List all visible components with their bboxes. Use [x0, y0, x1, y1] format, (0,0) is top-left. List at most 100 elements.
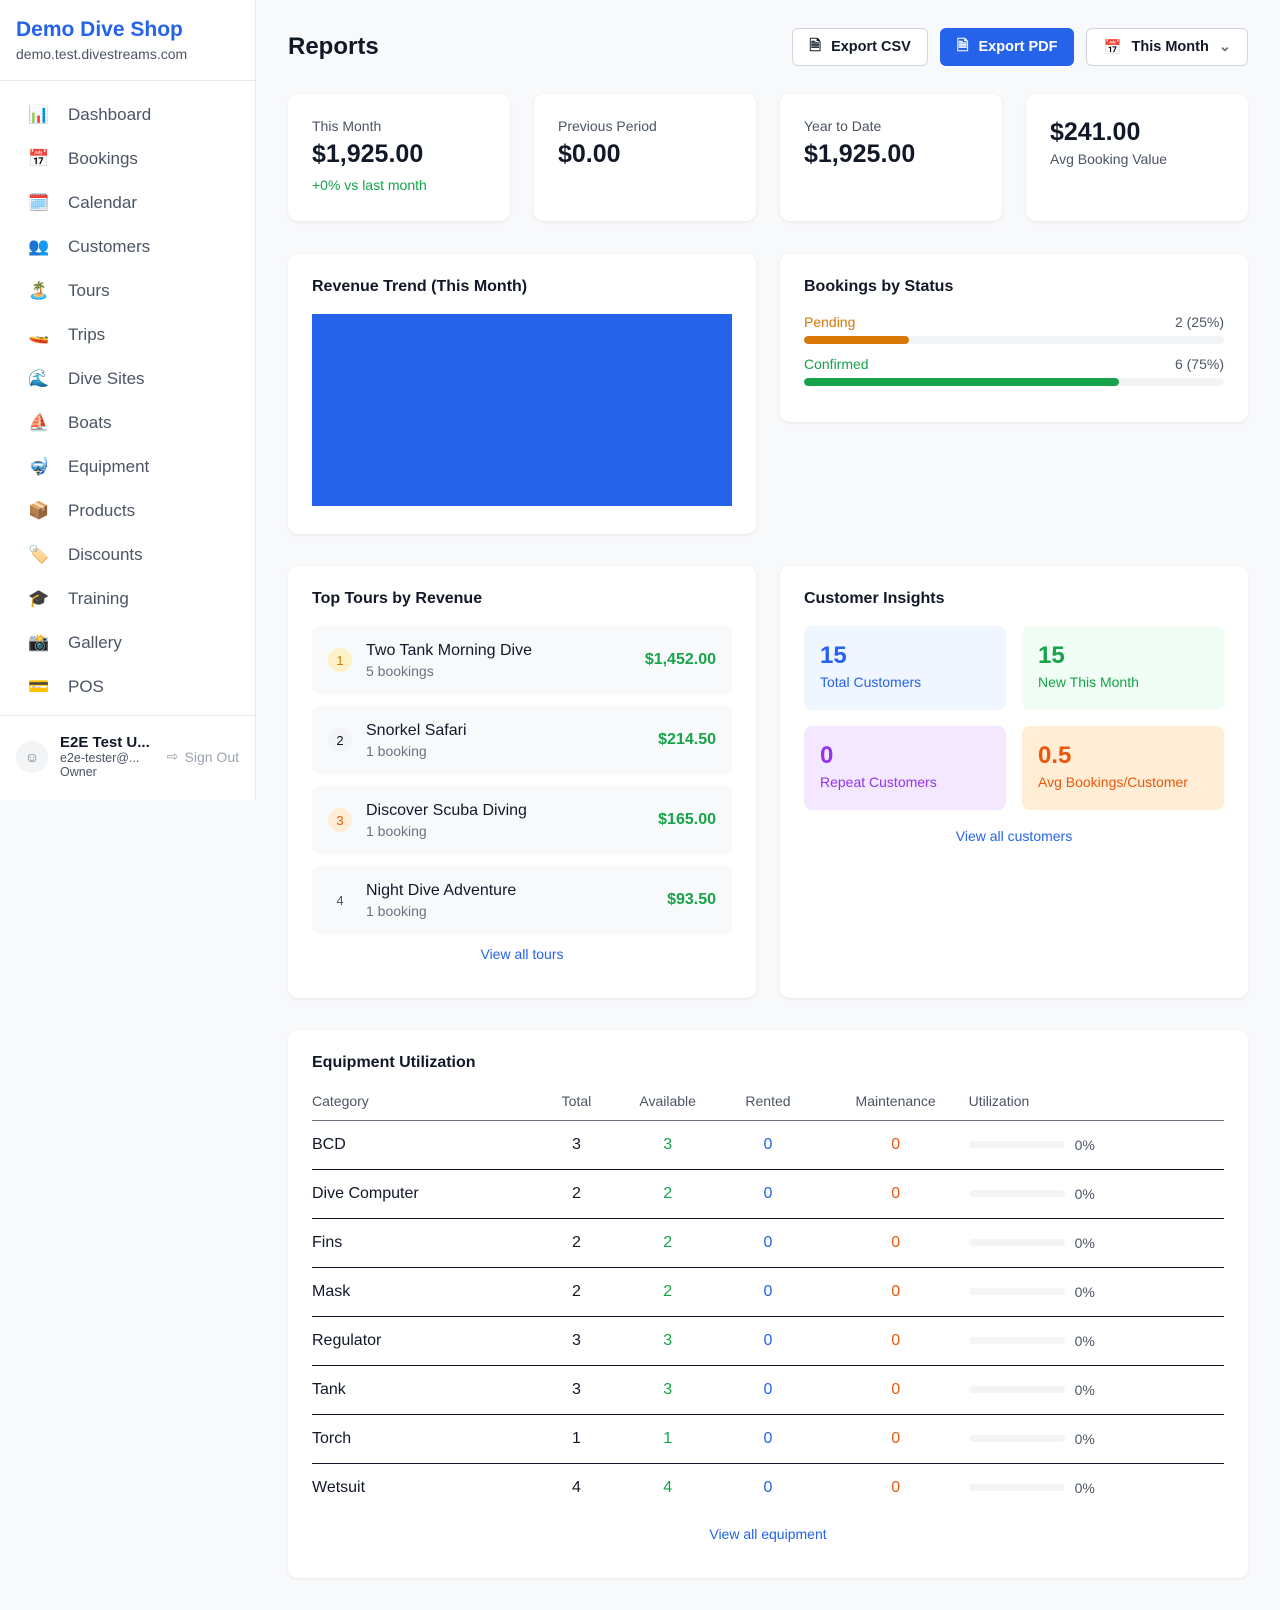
sidebar-item-customers[interactable]: 👥 Customers — [16, 225, 239, 269]
column-header: Total — [530, 1082, 623, 1121]
sidebar-item-equipment[interactable]: 🤿 Equipment — [16, 445, 239, 489]
utilization-bar — [968, 1287, 1065, 1295]
sign-out-icon: ⇨ — [166, 748, 179, 764]
view-all-customers-link[interactable]: View all customers — [955, 828, 1073, 844]
sidebar-item-pos[interactable]: 💳 POS — [16, 665, 239, 709]
tour-list-item[interactable]: 1 Two Tank Morning Dive 5 bookings $1,452.0… — [312, 626, 732, 694]
sidebar-item-dive-sites[interactable]: 🌊 Dive Sites — [16, 357, 239, 401]
tour-list-item[interactable]: 3 Discover Scuba Diving 1 booking $165.00 — [312, 786, 732, 854]
bookings-icon: 📅 — [28, 149, 50, 168]
cell-total: 2 — [530, 1267, 623, 1317]
cell-maintenance: 0 — [822, 1267, 969, 1317]
sidebar-item-label: Products — [68, 501, 136, 520]
tour-bookings: 5 bookings — [366, 662, 434, 679]
cell-category: Fins — [312, 1218, 531, 1268]
table-row: Wetsuit 4 4 0 0 0% — [312, 1463, 1224, 1512]
sidebar-item-label: Dive Sites — [68, 369, 145, 388]
sidebar-item-label: Calendar — [68, 193, 137, 212]
utilization-bar — [968, 1385, 1065, 1393]
main-content: Reports 🗎 Export CSV 🗎 Export PDF 📅 This Mo… — [288, 0, 1248, 1578]
insight-label: Repeat Customers — [820, 774, 937, 790]
cell-rented: 0 — [713, 1414, 823, 1464]
column-header: Rented — [713, 1082, 823, 1121]
discounts-icon: 🏷️ — [28, 545, 50, 564]
cell-total: 3 — [530, 1316, 623, 1366]
period-select[interactable]: 📅 This Month ⌄ — [1086, 28, 1248, 66]
table-row: Tank 3 3 0 0 0% — [312, 1365, 1224, 1415]
products-icon: 📦 — [28, 501, 50, 520]
sign-out-button[interactable]: ⇨ Sign Out — [167, 748, 239, 765]
file-download-icon: 🗎 — [956, 37, 969, 54]
sidebar-item-label: Customers — [68, 237, 151, 256]
tour-list-item[interactable]: 4 Night Dive Adventure 1 booking $93.50 — [312, 866, 732, 934]
sidebar-item-products[interactable]: 📦 Products — [16, 489, 239, 533]
tour-bookings: 1 booking — [366, 902, 427, 919]
stat-label: Avg Booking Value — [1050, 151, 1168, 167]
cell-maintenance: 0 — [891, 1478, 901, 1496]
table-row: Regulator 3 3 0 0 0% — [312, 1316, 1224, 1366]
user-icon: ☺ — [16, 740, 48, 773]
period-label: This Month — [1131, 39, 1209, 55]
rank-badge: 1 — [328, 648, 352, 672]
view-all-tours-link[interactable]: View all tours — [480, 946, 564, 962]
stat-previous-period: Previous Period $0.00 — [534, 94, 756, 221]
sidebar-item-boats[interactable]: ⛵ Boats — [16, 401, 239, 445]
sidebar-item-label: Tours — [68, 281, 110, 300]
bookings-status-card: Bookings by Status Pending 2 (25%) Confirm… — [780, 254, 1248, 422]
utilization-bar — [968, 1336, 1065, 1344]
stat-change: +0% vs last month — [312, 177, 427, 193]
column-header: Utilization — [968, 1082, 1224, 1121]
utilization-value: 0% — [1074, 1430, 1095, 1447]
equipment-icon: 🤿 — [28, 457, 50, 476]
stat-value: $0.00 — [558, 140, 621, 168]
user-role: Owner — [60, 765, 97, 779]
insight-label: New This Month — [1038, 674, 1139, 690]
sidebar-item-gallery[interactable]: 📸 Gallery — [16, 621, 239, 665]
table-row: Torch 1 1 0 0 0% — [312, 1414, 1224, 1464]
cell-maintenance: 0 — [822, 1120, 969, 1170]
sidebar-item-trips[interactable]: 🚤 Trips — [16, 313, 239, 357]
sidebar-item-tours[interactable]: 🏝️ Tours — [16, 269, 239, 313]
sidebar-item-discounts[interactable]: 🏷️ Discounts — [16, 533, 239, 577]
cell-utilization: 0% — [968, 1463, 1224, 1512]
cell-maintenance: 0 — [822, 1365, 969, 1415]
tour-revenue: $93.50 — [667, 891, 716, 908]
tour-list-item[interactable]: 2 Snorkel Safari 1 booking $214.50 — [312, 706, 732, 774]
export-csv-button[interactable]: 🗎 Export CSV — [792, 28, 928, 66]
sidebar-nav: 📊 Dashboard 📅 Bookings 🗓️ Calendar 👥 Customers 🏝… — [0, 81, 255, 721]
cell-utilization: 0% — [968, 1316, 1224, 1366]
cell-category: Wetsuit — [312, 1478, 366, 1496]
stat-value: $241.00 — [1050, 118, 1141, 146]
tour-name: Two Tank Morning Dive — [366, 641, 532, 659]
tour-name: Discover Scuba Diving — [366, 801, 527, 819]
page-title: Reports — [288, 33, 379, 60]
sidebar-item-label: Dashboard — [68, 105, 152, 124]
insight-label: Avg Bookings/Customer — [1038, 774, 1188, 790]
sidebar-item-label: Discounts — [68, 545, 143, 564]
sidebar-item-label: Gallery — [68, 633, 122, 652]
utilization-value: 0% — [1074, 1332, 1095, 1349]
sidebar-item-bookings[interactable]: 📅 Bookings — [16, 137, 239, 181]
rank-badge: 4 — [336, 892, 344, 908]
sidebar-item-label: Bookings — [68, 149, 138, 168]
export-pdf-label: Export PDF — [978, 39, 1058, 55]
sidebar-item-dashboard[interactable]: 📊 Dashboard — [16, 93, 239, 137]
cell-rented: 0 — [713, 1218, 823, 1268]
table-row: Dive Computer 2 2 0 0 0% — [312, 1169, 1224, 1219]
shop-name[interactable]: Demo Dive Shop — [16, 18, 183, 41]
view-all-equipment-link[interactable]: View all equipment — [709, 1526, 827, 1542]
revenue-trend-card: Revenue Trend (This Month) — [288, 254, 756, 534]
tours-icon: 🏝️ — [28, 281, 50, 300]
tour-bookings: 1 booking — [366, 822, 427, 839]
rank-badge: 2 — [328, 728, 352, 752]
sidebar-item-training[interactable]: 🎓 Training — [16, 577, 239, 621]
stat-value: $1,925.00 — [804, 140, 916, 168]
cell-utilization: 0% — [968, 1267, 1224, 1317]
export-pdf-button[interactable]: 🗎 Export PDF — [939, 28, 1075, 66]
cell-total: 4 — [572, 1478, 581, 1496]
card-title: Equipment Utilization — [312, 1054, 476, 1071]
sidebar-item-calendar[interactable]: 🗓️ Calendar — [16, 181, 239, 225]
status-value: 2 (25%) — [1174, 314, 1224, 330]
column-header: Maintenance — [822, 1082, 969, 1121]
insight-repeat-customers: 0 Repeat Customers — [804, 726, 1006, 810]
